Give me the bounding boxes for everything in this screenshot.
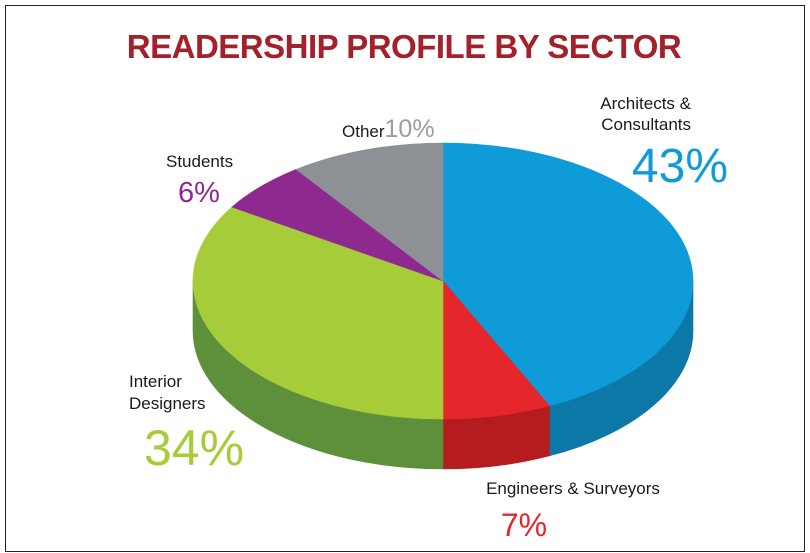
chart-title: READERSHIP PROFILE BY SECTOR	[127, 28, 682, 65]
slice-label-interior-line1: Interior	[129, 372, 182, 391]
pie-side-walls	[192, 280, 694, 470]
slice-engineers-surveyors	[442, 280, 550, 420]
slice-value-engineers: 7%	[501, 507, 547, 543]
slice-label-engineers: Engineers & Surveyors	[486, 479, 660, 498]
pie-top-faces	[192, 142, 694, 420]
slice-label-other: Other10%	[342, 115, 435, 143]
slice-value-interior: 34%	[144, 420, 244, 476]
slice-label-architects-line1: Architects &	[600, 94, 691, 113]
slice-label-architects-line2: Consultants	[601, 115, 691, 134]
slice-interior-designers	[192, 206, 444, 420]
slice-label-interior-line2: Designers	[129, 394, 206, 413]
slice-value-other: 10%	[385, 115, 435, 143]
slice-label-students: Students	[166, 152, 233, 171]
slice-value-students: 6%	[178, 177, 220, 209]
chart-frame: READERSHIP PROFILE BY SECTOR Architects …	[5, 5, 805, 552]
slice-other	[295, 142, 444, 282]
pie-chart: READERSHIP PROFILE BY SECTOR Architects …	[127, 28, 728, 543]
slice-label-other-name: Other	[342, 122, 385, 141]
slice-value-architects: 43%	[632, 140, 728, 193]
slice-architects-consultants	[442, 142, 694, 407]
